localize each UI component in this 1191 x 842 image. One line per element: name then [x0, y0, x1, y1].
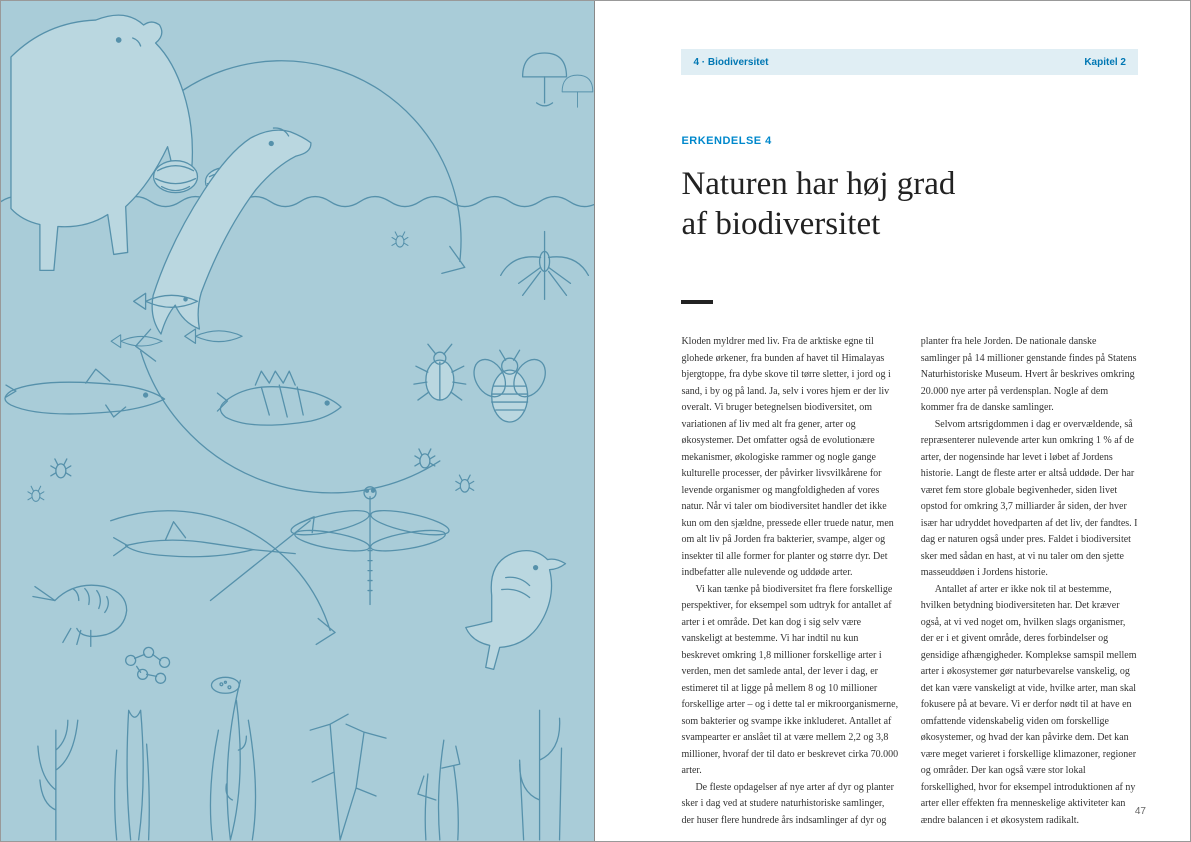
biodiversity-illustration [1, 1, 594, 841]
right-page: 4 · Biodiversitet Kapitel 2 ERKENDELSE 4… [595, 1, 1190, 841]
page-spread: 4 · Biodiversitet Kapitel 2 ERKENDELSE 4… [0, 0, 1191, 842]
header-right: Kapitel 2 [1084, 57, 1126, 68]
title-rule [681, 300, 713, 304]
page-number: 47 [1135, 806, 1146, 817]
chapter-header-bar: 4 · Biodiversitet Kapitel 2 [681, 49, 1138, 75]
title-line-2: af biodiversitet [681, 206, 880, 242]
paragraph: Vi kan tænke på biodiversitet fra flere … [681, 582, 898, 780]
page-title: Naturen har høj grad af biodiversitet [681, 165, 1138, 244]
eyebrow-label: ERKENDELSE 4 [681, 135, 1138, 147]
paragraph: Selvom artsrigdommen i dag er overvælden… [921, 417, 1138, 582]
title-line-1: Naturen har høj grad [681, 166, 955, 202]
header-left: 4 · Biodiversitet [693, 57, 768, 68]
left-page-illustration [1, 1, 595, 841]
paragraph: Kloden myldrer med liv. Fra de arktiske … [681, 334, 898, 582]
paragraph: Antallet af arter er ikke nok til at bes… [921, 582, 1138, 830]
body-copy: Kloden myldrer med liv. Fra de arktiske … [681, 334, 1138, 829]
